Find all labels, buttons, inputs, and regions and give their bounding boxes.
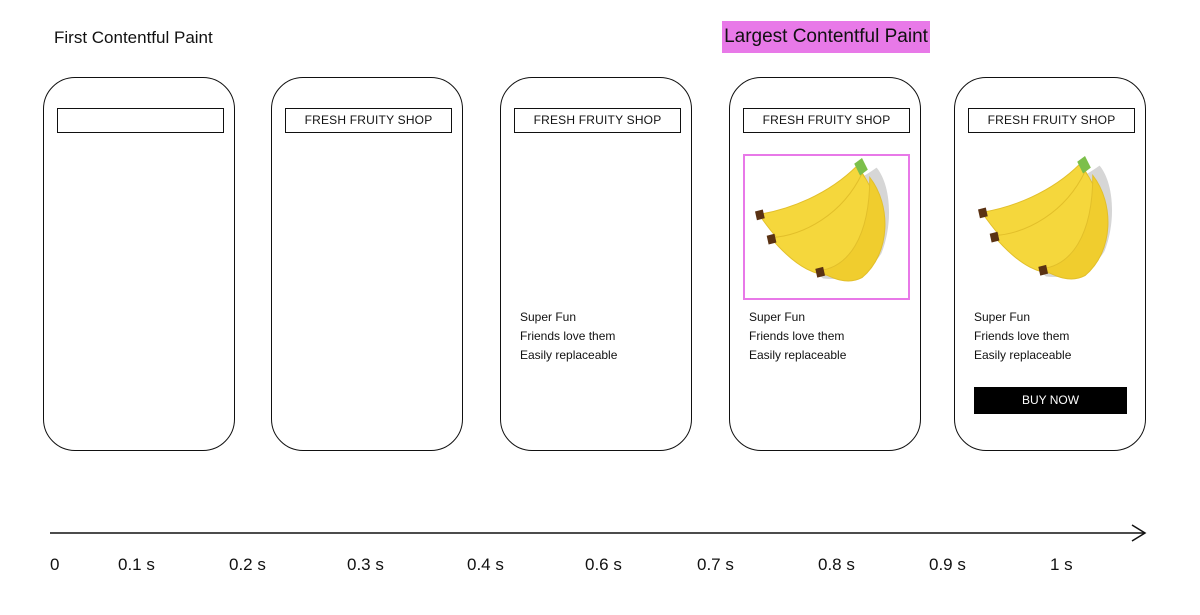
shop-header: FRESH FRUITY SHOP xyxy=(743,108,910,133)
product-image xyxy=(968,154,1135,300)
feature-list: Super Fun Friends love them Easily repla… xyxy=(974,308,1071,365)
shop-header: FRESH FRUITY SHOP xyxy=(514,108,681,133)
timeline-tick: 0.4 s xyxy=(467,555,504,574)
timeline-arrow xyxy=(50,524,1147,542)
shop-header: FRESH FRUITY SHOP xyxy=(968,108,1135,133)
feature-list: Super Fun Friends love them Easily repla… xyxy=(520,308,617,365)
phone-frame-5: FRESH FRUITY SHOP Super Fun Friends love… xyxy=(954,77,1146,451)
timeline-tick: 0.2 s xyxy=(229,555,266,574)
phone-frame-3: FRESH FRUITY SHOP Super Fun Friends love… xyxy=(500,77,692,451)
timeline-tick: 0 xyxy=(50,555,60,574)
banana-icon xyxy=(755,157,890,282)
banana-icon xyxy=(978,155,1113,280)
feature-line: Super Fun xyxy=(749,310,806,324)
timeline-tick: 0.7 s xyxy=(697,555,734,574)
buy-now-button[interactable]: BUY NOW xyxy=(974,387,1127,414)
feature-line: Friends love them xyxy=(749,329,845,343)
first-contentful-paint-label: First Contentful Paint xyxy=(54,28,213,47)
phone-frame-2: FRESH FRUITY SHOP xyxy=(271,77,463,451)
largest-contentful-paint-label: Largest Contentful Paint xyxy=(722,21,930,53)
feature-line: Friends love them xyxy=(974,329,1070,343)
lcp-highlighted-image xyxy=(743,154,910,300)
feature-list: Super Fun Friends love them Easily repla… xyxy=(749,308,846,365)
timeline-tick: 0.1 s xyxy=(118,555,155,574)
feature-line: Super Fun xyxy=(974,310,1031,324)
phone-frame-1 xyxy=(43,77,235,451)
timeline-tick: 1 s xyxy=(1050,555,1073,574)
timeline-tick: 0.6 s xyxy=(585,555,622,574)
feature-line: Friends love them xyxy=(520,329,616,343)
feature-line: Super Fun xyxy=(520,310,577,324)
feature-line: Easily replaceable xyxy=(974,348,1072,362)
shop-header: FRESH FRUITY SHOP xyxy=(285,108,452,133)
timeline-tick: 0.3 s xyxy=(347,555,384,574)
phone-frame-4: FRESH FRUITY SHOP Super Fun Friends love… xyxy=(729,77,921,451)
timeline-tick: 0.9 s xyxy=(929,555,966,574)
feature-line: Easily replaceable xyxy=(520,348,618,362)
shop-header xyxy=(57,108,224,133)
feature-line: Easily replaceable xyxy=(749,348,847,362)
timeline-tick: 0.8 s xyxy=(818,555,855,574)
